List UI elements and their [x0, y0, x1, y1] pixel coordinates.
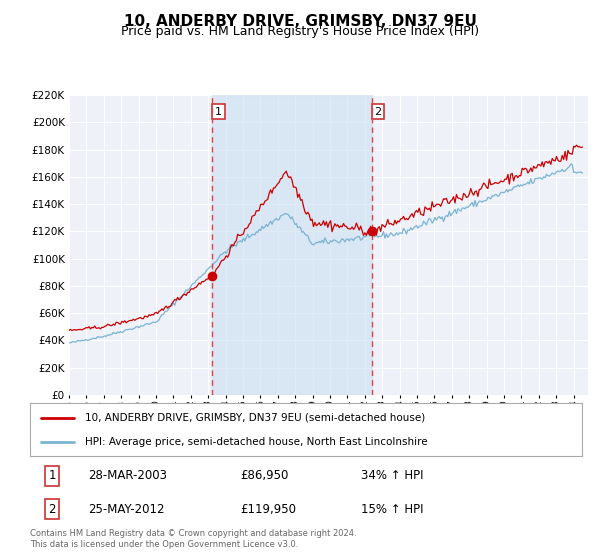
Text: 1: 1	[215, 106, 222, 116]
Text: Price paid vs. HM Land Registry's House Price Index (HPI): Price paid vs. HM Land Registry's House …	[121, 25, 479, 38]
Text: 10, ANDERBY DRIVE, GRIMSBY, DN37 9EU (semi-detached house): 10, ANDERBY DRIVE, GRIMSBY, DN37 9EU (se…	[85, 413, 425, 423]
Text: 1: 1	[49, 469, 56, 483]
Text: HPI: Average price, semi-detached house, North East Lincolnshire: HPI: Average price, semi-detached house,…	[85, 437, 428, 447]
Text: 28-MAR-2003: 28-MAR-2003	[88, 469, 167, 483]
Text: Contains HM Land Registry data © Crown copyright and database right 2024.
This d: Contains HM Land Registry data © Crown c…	[30, 529, 356, 549]
Text: 25-MAY-2012: 25-MAY-2012	[88, 503, 164, 516]
Text: 10, ANDERBY DRIVE, GRIMSBY, DN37 9EU: 10, ANDERBY DRIVE, GRIMSBY, DN37 9EU	[124, 14, 476, 29]
Text: 2: 2	[49, 503, 56, 516]
Text: 2: 2	[374, 106, 382, 116]
Text: £86,950: £86,950	[240, 469, 288, 483]
Text: £119,950: £119,950	[240, 503, 296, 516]
Text: 34% ↑ HPI: 34% ↑ HPI	[361, 469, 424, 483]
Bar	[212, 95, 372, 395]
Text: 15% ↑ HPI: 15% ↑ HPI	[361, 503, 424, 516]
